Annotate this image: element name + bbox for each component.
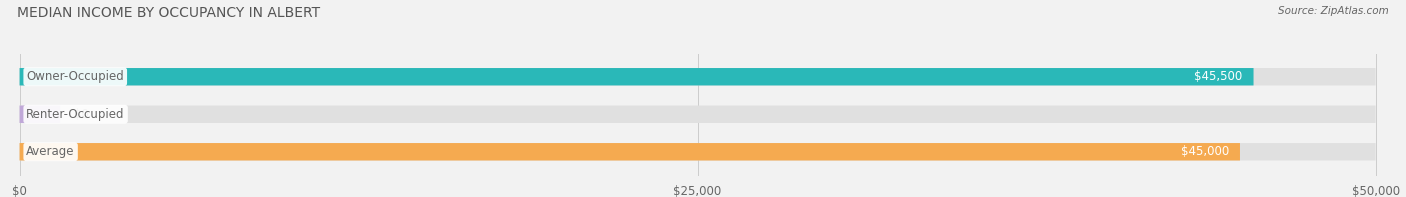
Text: $45,000: $45,000 xyxy=(1181,145,1229,158)
Text: $0: $0 xyxy=(75,108,89,121)
Text: Source: ZipAtlas.com: Source: ZipAtlas.com xyxy=(1278,6,1389,16)
Text: Renter-Occupied: Renter-Occupied xyxy=(27,108,125,121)
FancyBboxPatch shape xyxy=(20,68,1254,85)
Text: Owner-Occupied: Owner-Occupied xyxy=(27,70,124,83)
Text: Average: Average xyxy=(27,145,75,158)
FancyBboxPatch shape xyxy=(20,143,1375,161)
Text: MEDIAN INCOME BY OCCUPANCY IN ALBERT: MEDIAN INCOME BY OCCUPANCY IN ALBERT xyxy=(17,6,321,20)
FancyBboxPatch shape xyxy=(20,143,1240,161)
FancyBboxPatch shape xyxy=(20,106,60,123)
FancyBboxPatch shape xyxy=(20,68,1375,85)
FancyBboxPatch shape xyxy=(20,106,1375,123)
Text: $45,500: $45,500 xyxy=(1195,70,1243,83)
